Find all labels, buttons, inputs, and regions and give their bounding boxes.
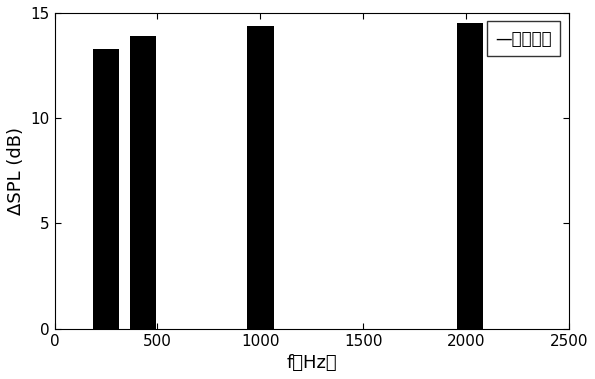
Bar bbox=[130, 36, 156, 329]
X-axis label: f（Hz）: f（Hz） bbox=[286, 354, 337, 372]
Y-axis label: ΔSPL (dB): ΔSPL (dB) bbox=[7, 127, 25, 215]
Legend: —最大降幅: —最大降幅 bbox=[487, 21, 560, 56]
Bar bbox=[247, 25, 274, 329]
Bar bbox=[457, 23, 484, 329]
Bar bbox=[93, 49, 120, 329]
